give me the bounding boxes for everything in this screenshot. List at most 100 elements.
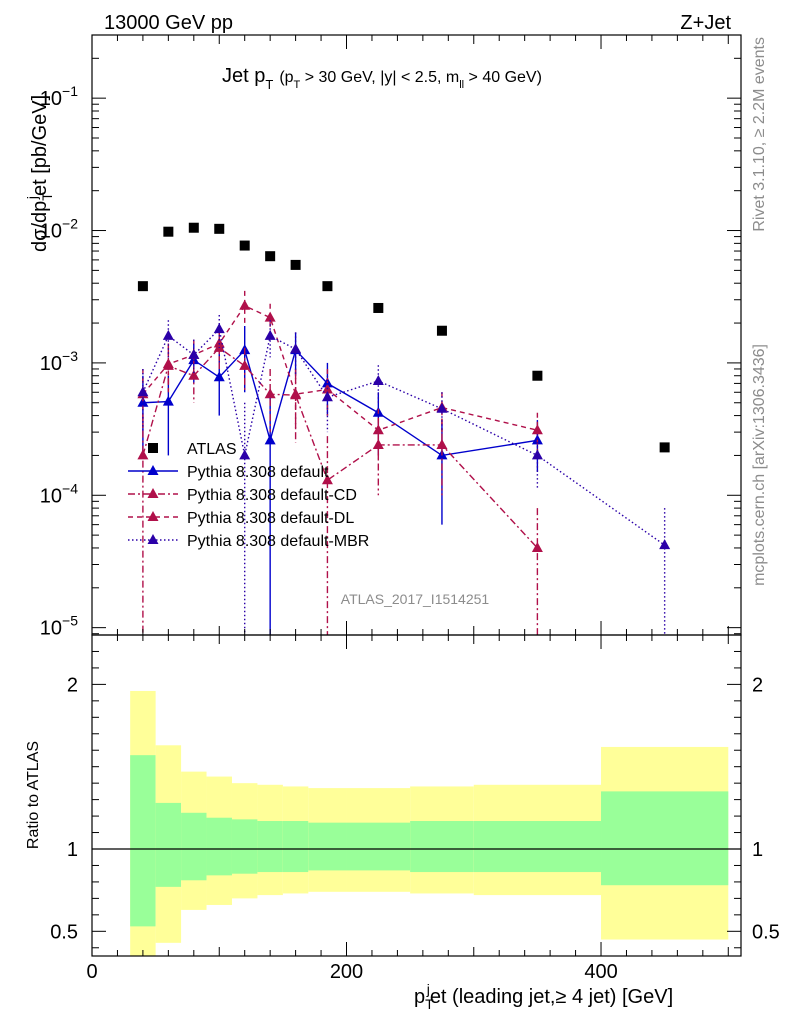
y-tick-label: 10−3 [40,348,78,375]
header-right: Z+Jet [680,12,731,34]
atlas-point [214,223,225,234]
ratio-y-tick-label-right: 0.5 [752,921,780,943]
series-line [142,304,538,432]
legend-label: Pythia 8.308 default-CD [187,487,357,504]
series-marker [290,388,302,399]
ratio-band-inner [346,822,411,871]
series-marker [188,369,200,380]
legend-item-3: Pythia 8.308 default-MBR [128,533,369,550]
legend-marker [148,443,158,453]
ratio-band-inner [473,821,602,873]
xlabel-rest: et (leading jet,≥ 4 jet) [GeV] [430,986,673,1008]
analysis-id: ATLAS_2017_I1514251 [341,591,490,607]
y-axis-label: dσ/dpTjet [pb/GeV] [24,95,55,252]
series-marker [213,371,225,382]
title-cut-sub: T [294,79,301,91]
legend-label: Pythia 8.308 default [187,464,329,481]
xlabel-p: p [414,986,425,1008]
series-marker [531,449,543,460]
y-tick-label: 10−4 [40,480,78,507]
series-3 [137,315,671,635]
ratio-band-inner [282,821,309,873]
ylabel-b: et [pb/GeV] [29,95,51,196]
y-tick-base: 10 [40,221,62,243]
title-cut-sub2: ll [459,79,464,91]
legend-label: Pythia 8.308 default-MBR [187,533,369,550]
atlas-point [137,281,148,292]
series-marker [290,343,302,354]
series-marker [372,438,384,449]
atlas-point [532,370,543,381]
atlas-point [373,302,384,313]
series-marker [436,402,448,413]
ratio-y-axis-label: Ratio to ATLAS [25,741,42,849]
series-marker [162,395,174,406]
y-tick-exp: −4 [62,480,78,496]
ratio-y-tick-label: 0.5 [50,921,78,943]
legend-label: ATLAS [187,441,237,458]
legend-item-1: Pythia 8.308 default-CD [128,487,357,504]
series-marker [321,474,333,485]
y-tick-label: 10−5 [40,613,78,640]
series-marker [162,329,174,340]
atlas-point [239,240,250,251]
series-marker [659,539,671,550]
series-marker [239,449,251,460]
legend-label: Pythia 8.308 default-DL [187,510,354,527]
atlas-point [436,325,447,336]
atlas-point [163,226,174,237]
ratio-y-tick-label: 2 [67,674,78,696]
series-marker [264,311,276,322]
legend-item-0: Pythia 8.308 default [128,464,329,481]
y-tick-label: 10−2 [40,216,78,243]
atlas-point [322,281,333,292]
xlabel-sup: j [426,981,430,997]
x-tick-label: 0 [86,961,97,983]
title-cut-open: (p [279,69,293,86]
legend-item-atlas: ATLAS [148,441,237,458]
title-cut-close: > 40 GeV) [464,69,542,86]
y-tick-base: 10 [40,618,62,640]
ratio-band-inner [155,802,182,887]
ratio-band-inner [130,755,156,927]
series-marker [137,449,149,460]
ratio-band-inner [308,822,347,871]
atlas-point [659,442,670,453]
series-marker [531,541,543,552]
ratio-y-tick-label-right: 2 [752,674,763,696]
ratio-band-inner [257,821,283,873]
legend-item-2: Pythia 8.308 default-DL [128,510,354,527]
mcplots-label: mcplots.cern.ch [arXiv:1306.3436] [751,344,768,586]
series-group [137,290,671,635]
series-marker [264,434,276,445]
legend-marker [147,465,159,475]
ratio-y-tick-label-right: 1 [752,839,763,861]
series-marker [239,299,251,310]
series-marker [321,391,333,402]
series-marker [264,329,276,340]
series-marker [188,348,200,359]
series-marker [531,424,543,435]
title-cut-mid: > 30 GeV, |y| < 2.5, m [300,69,459,86]
series-marker [264,388,276,399]
series-1 [137,332,543,635]
ratio-panel [92,690,741,956]
series-marker [137,386,149,397]
series-line [142,348,538,457]
legend-marker [147,488,159,498]
y-tick-base: 10 [40,88,62,110]
y-tick-exp: −3 [62,348,78,364]
header-left: 13000 GeV pp [104,12,233,34]
ratio-band-inner [601,791,729,886]
legend: ATLAS Pythia 8.308 default Pythia 8.308 de… [128,441,369,550]
series-marker [213,323,225,334]
series-marker [213,337,225,348]
y-tick-exp: −5 [62,613,78,629]
main-panel [137,222,671,635]
y-tick-exp: −2 [62,216,78,232]
ratio-band-inner [231,819,258,874]
y-tick-label: 10−1 [40,83,78,110]
rivet-label: Rivet 3.1.10, ≥ 2.2M events [751,37,768,232]
